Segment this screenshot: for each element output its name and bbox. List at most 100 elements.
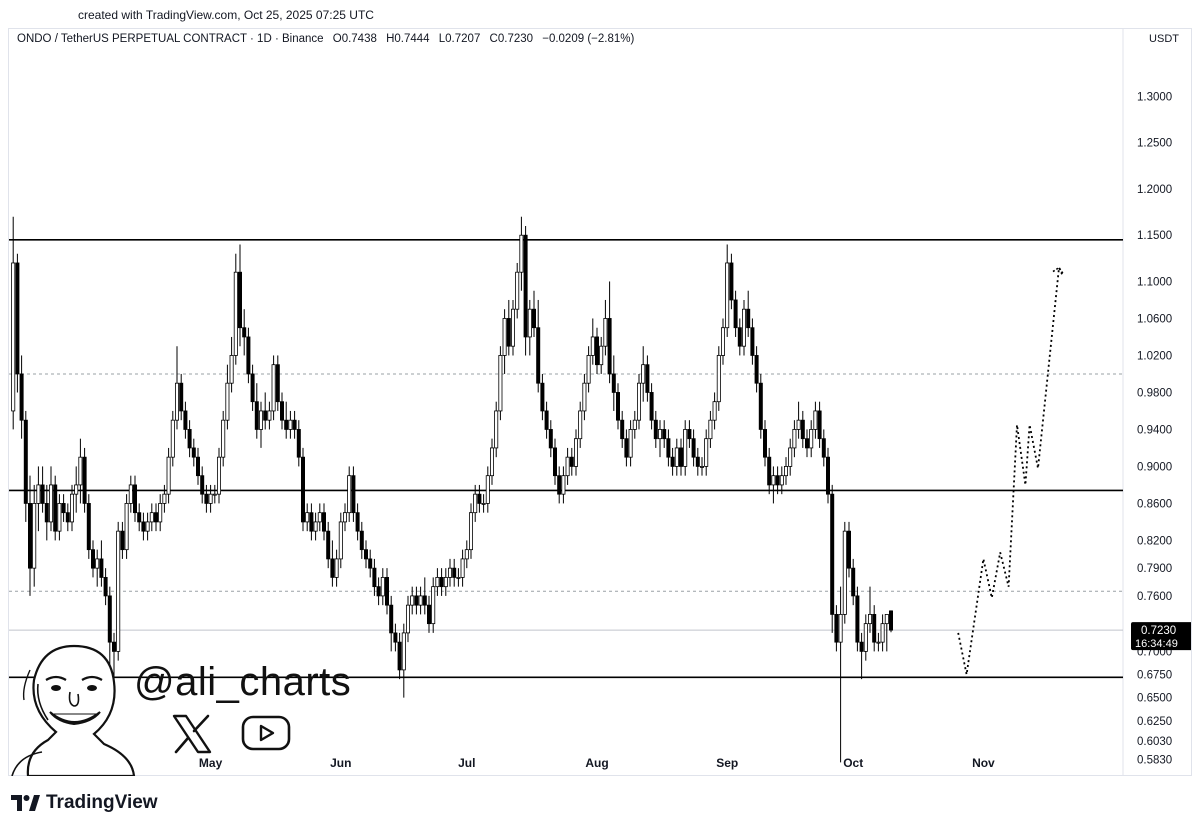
candle-up[interactable] bbox=[515, 271, 520, 310]
candle-up[interactable] bbox=[95, 558, 100, 569]
candle-up[interactable] bbox=[443, 577, 448, 588]
candle-up[interactable] bbox=[447, 567, 452, 578]
candle-down[interactable] bbox=[355, 512, 360, 532]
candle-down[interactable] bbox=[847, 530, 852, 569]
candle-down[interactable] bbox=[44, 503, 49, 523]
candle-down[interactable] bbox=[426, 604, 431, 625]
candle-up[interactable] bbox=[145, 521, 150, 532]
candle-up[interactable] bbox=[305, 512, 310, 523]
candle-down[interactable] bbox=[666, 438, 671, 458]
candle-up[interactable] bbox=[502, 318, 507, 356]
candle-down[interactable] bbox=[153, 512, 158, 523]
candle-up[interactable] bbox=[267, 410, 272, 421]
candle-up[interactable] bbox=[779, 475, 784, 486]
candle-down[interactable] bbox=[65, 512, 70, 523]
candle-down[interactable] bbox=[821, 438, 826, 458]
candle-down[interactable] bbox=[393, 632, 398, 643]
candle-up[interactable] bbox=[788, 447, 793, 467]
candle-down[interactable] bbox=[384, 577, 389, 606]
candle-down[interactable] bbox=[889, 610, 894, 631]
candle-up[interactable] bbox=[796, 419, 801, 430]
candle-down[interactable] bbox=[300, 456, 305, 523]
candle-up[interactable] bbox=[578, 410, 583, 440]
candle-up[interactable] bbox=[494, 410, 499, 449]
candle-down[interactable] bbox=[321, 512, 326, 532]
candle-down[interactable] bbox=[616, 392, 621, 421]
candle-down[interactable] bbox=[611, 373, 616, 393]
candle-up[interactable] bbox=[704, 438, 709, 467]
candle-up[interactable] bbox=[431, 586, 436, 625]
candle-up[interactable] bbox=[347, 475, 352, 514]
candle-up[interactable] bbox=[313, 521, 318, 532]
candle-up[interactable] bbox=[57, 503, 62, 532]
candle-up[interactable] bbox=[258, 410, 263, 430]
candle-up[interactable] bbox=[162, 493, 167, 504]
candle-down[interactable] bbox=[595, 336, 600, 366]
candle-down[interactable] bbox=[330, 558, 335, 578]
candle-down[interactable] bbox=[729, 262, 734, 301]
candle-down[interactable] bbox=[679, 447, 684, 467]
candle-down[interactable] bbox=[296, 429, 301, 458]
candle-up[interactable] bbox=[229, 355, 234, 384]
candle-up[interactable] bbox=[124, 503, 129, 551]
candle-up[interactable] bbox=[725, 262, 730, 329]
candle-up[interactable] bbox=[498, 355, 503, 412]
candle-up[interactable] bbox=[212, 493, 217, 496]
candle-up[interactable] bbox=[338, 521, 343, 560]
symbol-label[interactable]: ONDO / TetherUS PERPETUAL CONTRACT · 1D … bbox=[17, 33, 324, 45]
candle-up[interactable] bbox=[271, 364, 276, 412]
candle-down[interactable] bbox=[855, 595, 860, 643]
candle-down[interactable] bbox=[133, 484, 138, 514]
candle-down[interactable] bbox=[292, 419, 297, 430]
candle-up[interactable] bbox=[116, 530, 121, 652]
candle-down[interactable] bbox=[368, 558, 373, 569]
candle-up[interactable] bbox=[658, 429, 663, 440]
candle-down[interactable] bbox=[649, 392, 654, 421]
candle-up[interactable] bbox=[599, 345, 604, 366]
candle-up[interactable] bbox=[288, 419, 293, 430]
candle-up[interactable] bbox=[590, 336, 595, 356]
author-handle[interactable]: @ali_charts bbox=[134, 660, 352, 704]
candle-down[interactable] bbox=[859, 641, 864, 652]
youtube-icon[interactable] bbox=[240, 714, 292, 752]
candle-down[interactable] bbox=[53, 484, 58, 532]
candle-down[interactable] bbox=[851, 567, 856, 597]
candle-up[interactable] bbox=[708, 419, 713, 440]
candle-down[interactable] bbox=[15, 262, 20, 375]
candle-down[interactable] bbox=[284, 419, 289, 430]
candle-up[interactable] bbox=[11, 262, 16, 412]
candle-down[interactable] bbox=[817, 410, 822, 440]
candle-down[interactable] bbox=[183, 410, 188, 430]
candle-down[interactable] bbox=[19, 373, 24, 421]
candle-down[interactable] bbox=[237, 271, 242, 329]
candle-up[interactable] bbox=[863, 623, 868, 652]
candle-down[interactable] bbox=[246, 336, 251, 375]
candle-up[interactable] bbox=[208, 493, 213, 504]
candle-up[interactable] bbox=[221, 419, 226, 458]
candle-up[interactable] bbox=[334, 558, 339, 578]
candle-down[interactable] bbox=[544, 410, 549, 430]
candle-down[interactable] bbox=[569, 456, 574, 467]
candle-down[interactable] bbox=[767, 456, 772, 486]
candle-down[interactable] bbox=[376, 586, 381, 597]
candle-down[interactable] bbox=[23, 419, 28, 504]
candle-down[interactable] bbox=[309, 512, 314, 532]
candle-down[interactable] bbox=[397, 641, 402, 671]
candle-down[interactable] bbox=[758, 382, 763, 430]
candle-down[interactable] bbox=[548, 429, 553, 449]
x-logo-icon[interactable] bbox=[170, 712, 214, 756]
candle-down[interactable] bbox=[137, 512, 142, 523]
candle-down[interactable] bbox=[523, 234, 528, 338]
candle-up[interactable] bbox=[868, 614, 873, 625]
candle-down[interactable] bbox=[112, 641, 117, 652]
candle-down[interactable] bbox=[607, 318, 612, 375]
candle-down[interactable] bbox=[372, 567, 377, 588]
candle-up[interactable] bbox=[792, 429, 797, 449]
candle-down[interactable] bbox=[99, 558, 104, 578]
candle-up[interactable] bbox=[637, 382, 642, 421]
candle-up[interactable] bbox=[842, 530, 847, 615]
chart-panel[interactable]: 1.3000 1.2500 1.2000 1.1500 1.1000 1.0600 1.02… bbox=[8, 28, 1192, 776]
candle-up[interactable] bbox=[527, 308, 532, 338]
candle-up[interactable] bbox=[628, 429, 633, 458]
candle-down[interactable] bbox=[204, 493, 209, 504]
